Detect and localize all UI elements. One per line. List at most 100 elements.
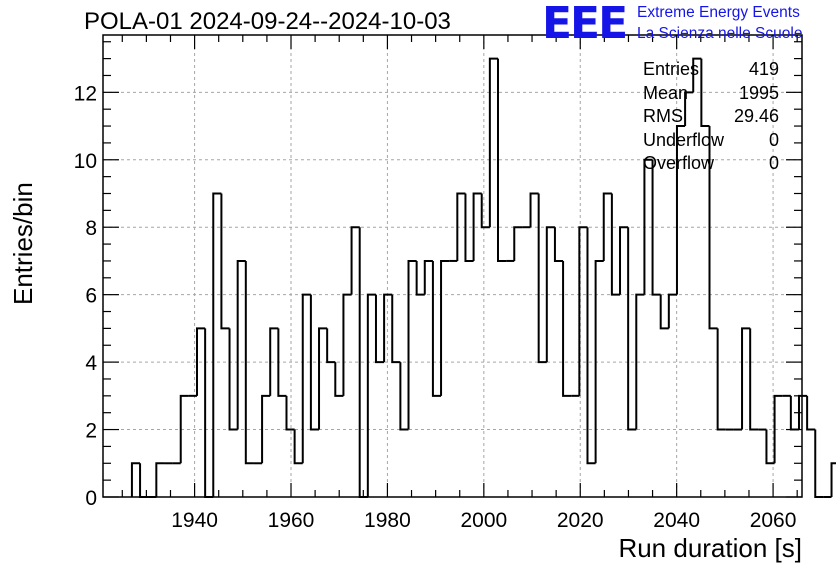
histogram-bin: [480, 193, 490, 229]
histogram-bin: [391, 294, 401, 364]
histogram-bin: [684, 91, 694, 127]
histogram-bin: [741, 327, 751, 430]
histogram-bin: [814, 429, 824, 498]
histogram-bin: [301, 293, 311, 464]
histogram-bin: [196, 327, 206, 396]
plot-frame: [102, 34, 803, 498]
y-tick-label: 0: [85, 487, 97, 510]
x-tick-label: 1980: [364, 509, 411, 532]
stat-value: 419: [748, 59, 779, 79]
histogram-bin: [350, 226, 360, 295]
stat-label: RMS: [643, 106, 683, 126]
y-axis-label: Entries/bin: [8, 182, 38, 305]
stat-label: Entries: [643, 59, 700, 79]
histogram-bin: [830, 462, 836, 497]
histogram-bin: [374, 294, 385, 364]
stat-value: 29.46: [733, 106, 779, 126]
histogram-bin: [326, 328, 336, 364]
histogram-bin: [285, 395, 295, 431]
stat-row-overflow: Overflow 0: [643, 152, 779, 176]
x-tick-label: 1960: [268, 509, 315, 532]
y-tick-label: 12: [74, 82, 97, 105]
y-tick-label: 2: [85, 420, 97, 443]
histogram-bin: [228, 328, 238, 431]
histogram-bin: [700, 58, 710, 128]
histogram-bin: [610, 193, 621, 296]
histogram-bin: [293, 429, 303, 465]
histogram-bin: [537, 193, 547, 364]
histogram-bin: [431, 260, 442, 397]
histogram-bin: [692, 57, 702, 93]
x-tick-label: 2020: [557, 509, 604, 532]
histogram-bin: [318, 327, 328, 430]
x-tick-label: 2060: [750, 509, 797, 532]
histogram-bin: [220, 193, 230, 330]
histogram-bin: [513, 226, 523, 261]
stats-box: Entries 419 Mean 1995 RMS 29.46 Underflo…: [643, 58, 779, 176]
stat-value: 1995: [738, 82, 779, 103]
histogram-bin: [635, 293, 645, 430]
histogram-bin: [578, 226, 588, 396]
histogram-bin: [261, 394, 271, 464]
stat-row-entries: Entries 419: [643, 58, 779, 82]
stat-label: Underflow: [643, 129, 725, 150]
stat-label: Mean: [643, 82, 689, 103]
histogram-bin: [562, 260, 572, 397]
histogram-bin: [366, 293, 376, 497]
histogram-bin: [765, 429, 775, 465]
histogram-bin: [675, 125, 686, 295]
histogram-bin: [456, 192, 466, 261]
y-tick-label: 6: [85, 285, 97, 308]
histogram-bin: [407, 259, 417, 430]
histogram-bin: [244, 260, 254, 465]
histogram-bin: [130, 462, 141, 497]
histogram-bin: [383, 293, 393, 363]
histogram-bin: [619, 226, 629, 295]
histogram-bin: [529, 192, 539, 228]
histogram-bin: [309, 294, 320, 431]
axes: 1940 1960 1980 2000 2020 2040 2060 0 2 4 6 8 10 12: [74, 35, 802, 532]
histogram-bin: [749, 328, 759, 431]
stat-label: Overflow: [643, 153, 715, 173]
chart-title: POLA-01 2024-09-24--2024-10-03: [84, 8, 451, 35]
histogram-bin: [806, 395, 816, 431]
histogram-bin: [204, 328, 214, 498]
y-tick-label: 4: [85, 352, 97, 375]
histogram-bin: [415, 260, 425, 296]
histogram-bin: [399, 362, 409, 431]
histogram-bin: [488, 57, 498, 228]
histogram-bin: [440, 259, 450, 396]
x-axis-label: Run duration [s]: [618, 533, 802, 563]
x-tick-label: 2000: [460, 509, 507, 532]
histogram-bin: [342, 293, 352, 396]
histogram-bin: [472, 192, 482, 261]
y-tick-label: 10: [74, 150, 97, 173]
logo-tagline-2: La Scienza nelle Scuole: [637, 25, 803, 42]
histogram-bin: [716, 328, 726, 431]
histogram-bin: [464, 193, 474, 262]
stat-row-mean: Mean 1995: [643, 82, 779, 106]
histogram-bin: [659, 294, 669, 330]
histogram-bin: [773, 394, 783, 464]
stat-row-underflow: Underflow 0: [643, 129, 779, 153]
histogram-bin: [651, 159, 661, 296]
histogram-bin: [602, 192, 612, 261]
histogram-bin: [269, 327, 279, 396]
x-tick-label: 1940: [171, 509, 218, 532]
histogram-bin: [627, 227, 637, 431]
histogram-bin: [179, 394, 189, 464]
histogram-bin: [277, 328, 287, 397]
histogram-bin: [334, 362, 344, 397]
histogram-bin: [545, 226, 555, 363]
stat-value: 0: [768, 153, 779, 173]
histogram-bin: [708, 126, 718, 330]
histogram-bin: [423, 259, 433, 295]
histogram-bin: [553, 227, 564, 262]
histogram-bin: [667, 293, 677, 329]
stat-row-rms: RMS 29.46: [643, 105, 779, 129]
histogram-bin: [496, 58, 507, 262]
histogram-bin: [643, 158, 653, 295]
histogram-bin: [236, 259, 246, 430]
histogram-bin: [594, 259, 604, 464]
